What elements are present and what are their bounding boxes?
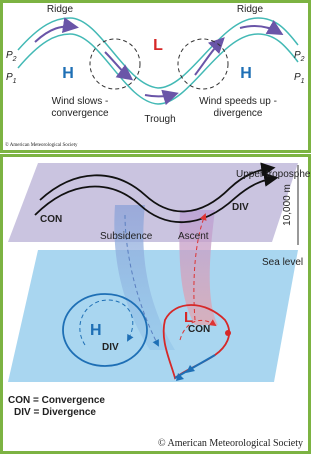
- credit: © American Meteorological Society: [158, 438, 303, 449]
- trough-label: Trough: [144, 114, 175, 125]
- convergence-note: convergence: [51, 108, 109, 119]
- surface-high-label: H: [90, 322, 102, 339]
- divergence-note: divergence: [214, 108, 263, 119]
- upper-level-label: Upper troposphere: [236, 169, 311, 180]
- legend-entry: DIV = Divergence: [14, 407, 96, 418]
- surface-con: CON: [188, 324, 210, 335]
- top-panel: Ridge Ridge L H H P2 P1 P2 P1 Wind slows…: [2, 2, 310, 152]
- ridge-label: Ridge: [47, 4, 74, 15]
- ridge-label: Ridge: [237, 4, 264, 15]
- pressure-sub: 2: [12, 56, 17, 63]
- sea-level-label: Sea level: [262, 257, 303, 268]
- divergence-note: Wind speeds up -: [199, 96, 277, 107]
- upper-con: CON: [40, 214, 62, 225]
- bottom-panel: Upper troposphere CON DIV 10,000 m Subsi…: [2, 156, 312, 453]
- surface-div: DIV: [102, 342, 119, 353]
- upper-div: DIV: [232, 202, 249, 213]
- pressure-sub: 1: [13, 78, 17, 85]
- low-label: L: [153, 37, 163, 54]
- ascent-label: Ascent: [178, 231, 209, 242]
- pressure-sub: 2: [300, 56, 305, 63]
- high-label: H: [240, 65, 252, 82]
- high-label: H: [62, 65, 74, 82]
- front-symbol: [225, 330, 231, 336]
- height-label: 10,000 m: [282, 184, 293, 226]
- credit: © American Meteorological Society: [5, 142, 78, 148]
- pressure-sub: 1: [301, 78, 305, 85]
- diagram: Ridge Ridge L H H P2 P1 P2 P1 Wind slows…: [0, 0, 311, 454]
- convergence-note: Wind slows -: [52, 96, 109, 107]
- subsidence-label: Subsidence: [100, 231, 153, 242]
- legend-entry: CON = Convergence: [8, 395, 105, 406]
